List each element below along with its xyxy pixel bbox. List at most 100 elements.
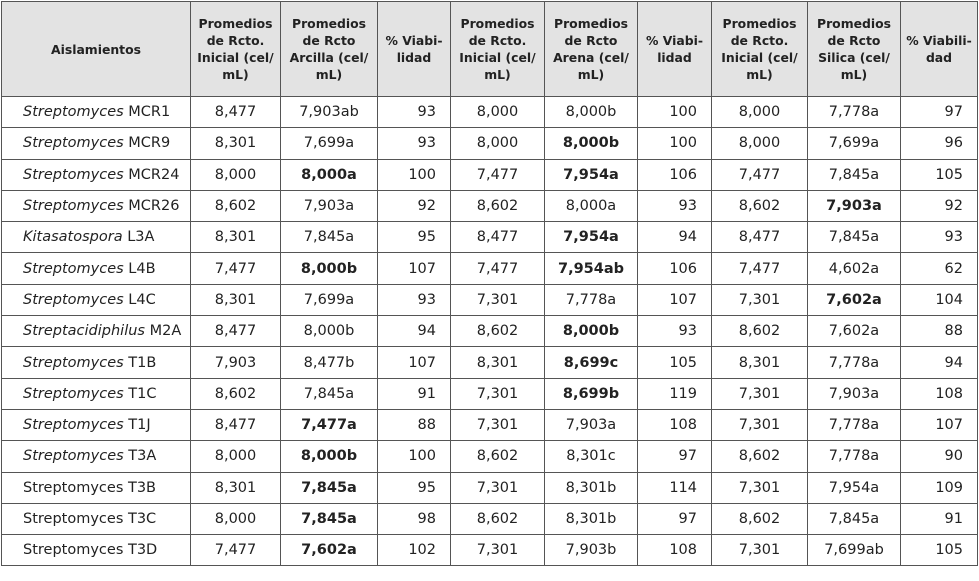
isolate-name-cell: Streptomyces L4C <box>1 283 191 317</box>
isolate-name-cell: Streptomyces MCR1 <box>1 95 191 129</box>
col-header-rcto-arena: Promedios de Rcto Arena (cel/ mL) <box>544 1 638 97</box>
cell-rcto-arena: 7,954a <box>544 221 638 254</box>
table-row: Streptomyces T1B 7,903 8,477b 107 8,301 8,699… <box>1 346 978 379</box>
isolate-name-cell: Streptomyces T3C <box>1 502 191 536</box>
cell-inicial-silica: 7,477 <box>711 252 808 285</box>
col-header-inicial-arcilla: Promedios de Rcto. Inicial (cel/ mL) <box>190 1 281 97</box>
cell-viabilidad-silica: 62 <box>900 252 978 285</box>
cell-inicial-arena: 8,602 <box>450 189 545 223</box>
table-row: Streptomyces MCR24 8,000 8,000a 100 7,477 7,9… <box>1 158 978 191</box>
isolate-strain: L3A <box>122 229 155 246</box>
cell-rcto-silica: 7,778a <box>807 95 901 129</box>
cell-viabilidad-silica: 96 <box>900 127 978 160</box>
cell-inicial-silica: 7,301 <box>711 534 808 567</box>
cell-inicial-silica: 7,301 <box>711 283 808 317</box>
cell-viabilidad-arena: 100 <box>637 95 712 129</box>
isolate-strain: M2A <box>144 323 182 340</box>
cell-viabilidad-arcilla: 98 <box>377 502 451 536</box>
col-header-rcto-arcilla: Promedios de Rcto Arcilla (cel/ mL) <box>280 1 378 97</box>
isolate-genus: Streptomyces T3C <box>23 511 157 527</box>
cell-inicial-arena: 8,477 <box>450 221 545 254</box>
cell-viabilidad-arena: 97 <box>637 502 712 536</box>
cell-inicial-arena: 7,477 <box>450 252 545 285</box>
cell-rcto-arena: 7,778a <box>544 283 638 317</box>
cell-rcto-arena: 7,903b <box>544 534 638 567</box>
table-row: Streptomyces T3D 7,477 7,602a 102 7,301 7,903… <box>1 534 978 567</box>
cell-rcto-silica: 7,778a <box>807 346 901 379</box>
cell-inicial-silica: 7,301 <box>711 471 808 504</box>
table-row: Streptomyces T1J 8,477 7,477a 88 7,301 7,903a… <box>1 408 978 442</box>
isolate-name-cell: Streptomyces T1J <box>1 408 191 442</box>
cell-viabilidad-silica: 97 <box>900 95 978 129</box>
cell-rcto-arena: 7,954ab <box>544 252 638 285</box>
cell-viabilidad-silica: 105 <box>900 158 978 191</box>
cell-rcto-silica: 7,699ab <box>807 534 901 567</box>
table-row: Streptacidiphilus M2A 8,477 8,000b 94 8,602 8… <box>1 315 978 348</box>
isolate-strain: T1J <box>123 417 151 434</box>
cell-viabilidad-arcilla: 100 <box>377 158 451 191</box>
cell-viabilidad-silica: 93 <box>900 221 978 254</box>
cell-rcto-silica: 7,903a <box>807 377 901 410</box>
cell-rcto-arcilla: 7,845a <box>280 471 378 504</box>
isolate-strain: T1C <box>123 385 157 402</box>
cell-inicial-arena: 8,000 <box>450 127 545 160</box>
cell-inicial-arena: 8,602 <box>450 315 545 348</box>
cell-viabilidad-arcilla: 107 <box>377 346 451 379</box>
cell-inicial-arcilla: 8,477 <box>190 95 281 129</box>
cell-viabilidad-arena: 105 <box>637 346 712 379</box>
cell-inicial-arena: 7,301 <box>450 471 545 504</box>
cell-viabilidad-arcilla: 100 <box>377 440 451 473</box>
isolate-name-cell: Streptomyces T1B <box>1 346 191 379</box>
cell-viabilidad-arcilla: 95 <box>377 221 451 254</box>
cell-inicial-arena: 8,301 <box>450 346 545 379</box>
cell-viabilidad-arena: 97 <box>637 440 712 473</box>
cell-inicial-silica: 8,301 <box>711 346 808 379</box>
viability-table: Aislamientos Promedios de Rcto. Inicial … <box>1 1 978 567</box>
isolate-name-cell: Kitasatospora L3A <box>1 221 191 254</box>
cell-rcto-arcilla: 8,000b <box>280 440 378 473</box>
isolate-name-cell: Streptomyces MCR26 <box>1 189 191 223</box>
table-row: Streptomyces L4C 8,301 7,699a 93 7,301 7,778a… <box>1 283 978 317</box>
cell-viabilidad-arena: 94 <box>637 221 712 254</box>
isolate-name-cell: Streptomyces MCR24 <box>1 158 191 191</box>
cell-viabilidad-silica: 109 <box>900 471 978 504</box>
cell-rcto-arcilla: 7,903ab <box>280 95 378 129</box>
cell-inicial-silica: 7,301 <box>711 408 808 442</box>
cell-viabilidad-arena: 114 <box>637 471 712 504</box>
cell-inicial-silica: 8,477 <box>711 221 808 254</box>
cell-inicial-silica: 8,000 <box>711 127 808 160</box>
isolate-strain: L4B <box>123 260 156 277</box>
cell-rcto-arena: 8,301c <box>544 440 638 473</box>
isolate-name-cell: Streptacidiphilus M2A <box>1 315 191 348</box>
isolate-strain: L4C <box>123 291 156 308</box>
cell-rcto-arena: 7,903a <box>544 408 638 442</box>
isolate-genus: Streptomyces <box>23 385 124 402</box>
cell-viabilidad-arena: 107 <box>637 283 712 317</box>
col-header-viabilidad-arena: % Viabi- lidad <box>637 1 712 97</box>
table-header: Aislamientos Promedios de Rcto. Inicial … <box>1 1 978 97</box>
cell-viabilidad-arcilla: 93 <box>377 127 451 160</box>
isolate-genus: Kitasatospora <box>23 229 123 246</box>
cell-rcto-arcilla: 7,699a <box>280 127 378 160</box>
isolate-strain: T1B <box>123 354 157 371</box>
cell-viabilidad-arena: 106 <box>637 252 712 285</box>
cell-inicial-silica: 8,602 <box>711 315 808 348</box>
cell-inicial-arcilla: 8,000 <box>190 502 281 536</box>
table-row: Streptomyces T3A 8,000 8,000b 100 8,602 8,301… <box>1 440 978 473</box>
table-row: Streptomyces MCR26 8,602 7,903a 92 8,602 8,00… <box>1 189 978 223</box>
cell-inicial-arena: 8,000 <box>450 95 545 129</box>
cell-rcto-silica: 7,602a <box>807 283 901 317</box>
table-row: Streptomyces T3C 8,000 7,845a 98 8,602 8,301b… <box>1 502 978 536</box>
cell-inicial-arcilla: 8,477 <box>190 315 281 348</box>
cell-rcto-arena: 8,699c <box>544 346 638 379</box>
cell-inicial-arena: 8,602 <box>450 502 545 536</box>
cell-rcto-arcilla: 8,000b <box>280 315 378 348</box>
cell-viabilidad-arena: 108 <box>637 408 712 442</box>
cell-viabilidad-arena: 100 <box>637 127 712 160</box>
cell-viabilidad-arcilla: 107 <box>377 252 451 285</box>
isolate-strain: MCR24 <box>123 166 180 183</box>
table-row: Streptomyces T1C 8,602 7,845a 91 7,301 8,699b… <box>1 377 978 410</box>
cell-rcto-silica: 7,845a <box>807 502 901 536</box>
cell-viabilidad-arcilla: 93 <box>377 95 451 129</box>
isolate-name-cell: Streptomyces T3A <box>1 440 191 473</box>
